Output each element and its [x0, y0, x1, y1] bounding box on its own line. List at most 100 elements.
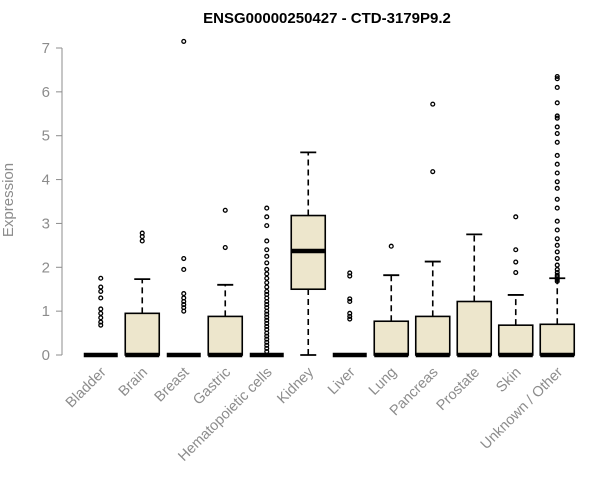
outlier-point — [98, 315, 104, 321]
outlier-point — [554, 139, 560, 145]
y-tick-label: 3 — [42, 215, 50, 232]
outlier-point — [139, 238, 145, 244]
outlier-point — [264, 266, 270, 273]
outlier-point — [430, 169, 436, 175]
outlier-point — [554, 73, 560, 80]
outlier-point — [554, 255, 560, 262]
outlier-point — [264, 308, 270, 314]
outlier-point — [347, 310, 353, 316]
outlier-point — [554, 262, 560, 268]
outlier-point — [554, 124, 560, 130]
outlier-point — [264, 345, 270, 351]
outlier-point — [264, 223, 270, 229]
outlier-point — [430, 101, 436, 107]
y-axis: 0 1 2 3 4 5 6 7 — [42, 40, 63, 364]
outlier-point — [554, 218, 560, 224]
y-tick-label: 7 — [42, 40, 50, 57]
outlier-point — [98, 319, 104, 325]
outlier-point — [554, 196, 560, 202]
outlier-point — [554, 170, 560, 176]
outlier-point — [181, 266, 187, 273]
outlier-point — [513, 247, 519, 253]
outlier-point — [264, 320, 270, 326]
outlier-point — [554, 205, 560, 211]
box-group — [249, 205, 284, 358]
outlier-point — [264, 260, 270, 266]
x-tick-label: Brain — [116, 365, 151, 400]
box-group — [207, 207, 244, 358]
outlier-point — [264, 238, 270, 244]
outlier-point — [554, 115, 560, 121]
box-body — [373, 320, 410, 356]
outlier-point — [264, 280, 270, 286]
outlier-point — [264, 311, 270, 317]
outlier-point — [554, 277, 560, 283]
outlier-point — [181, 308, 187, 314]
outlier-point — [264, 214, 270, 220]
outlier-point — [181, 291, 187, 297]
chart-title: ENSG00000250427 - CTD-3179P9.2 — [203, 10, 451, 27]
y-axis-label: Expression — [0, 163, 17, 237]
outlier-point — [264, 348, 270, 355]
outlier-point — [388, 243, 394, 249]
box-body — [207, 315, 244, 356]
outlier-point — [264, 339, 270, 345]
outlier-point — [98, 310, 104, 316]
box-group — [290, 151, 327, 356]
outlier-point — [554, 161, 560, 167]
outlier-point — [554, 266, 560, 273]
box-group — [373, 243, 410, 358]
outlier-point — [98, 275, 104, 281]
outlier-point — [554, 242, 560, 248]
y-tick-label: 6 — [42, 84, 50, 101]
outlier-point — [554, 130, 560, 137]
x-tick-label: Bladder — [63, 364, 110, 411]
x-tick-label: Lung — [366, 365, 400, 399]
y-tick-label: 5 — [42, 128, 50, 145]
y-tick-label: 0 — [42, 347, 50, 364]
outlier-point — [347, 316, 353, 322]
box-body — [456, 300, 493, 356]
outlier-point — [554, 185, 560, 191]
outlier-point — [181, 255, 187, 262]
box-body — [414, 315, 451, 356]
outlier-point — [264, 253, 270, 259]
outlier-point — [264, 314, 270, 320]
box-body — [539, 323, 576, 356]
box-group — [456, 233, 493, 358]
outlier-point — [513, 214, 519, 220]
outlier-point — [347, 313, 353, 319]
box-group — [166, 38, 201, 358]
x-tick-label: Skin — [493, 365, 524, 396]
y-tick-label: 2 — [42, 259, 50, 276]
outlier-point — [222, 207, 228, 213]
outlier-point — [98, 295, 104, 301]
outlier-point — [264, 342, 270, 348]
outlier-point — [264, 271, 270, 277]
outlier-point — [554, 179, 560, 185]
outlier-point — [264, 247, 270, 253]
outlier-point — [513, 259, 519, 265]
outlier-point — [554, 76, 560, 82]
box-body — [124, 312, 161, 356]
outlier-point — [264, 288, 270, 294]
outlier-point — [554, 100, 560, 106]
outlier-point — [98, 306, 104, 312]
outlier-point — [264, 298, 270, 305]
outlier-point — [264, 275, 270, 281]
box-group — [539, 73, 576, 358]
outlier-point — [98, 284, 104, 290]
outlier-point — [264, 284, 270, 290]
outlier-point — [554, 249, 560, 255]
outlier-point — [181, 302, 187, 308]
outlier-point — [347, 296, 353, 302]
outlier-point — [554, 113, 560, 119]
outlier-point — [181, 38, 187, 44]
x-tick-label: Prostate — [434, 365, 483, 414]
outlier-point — [554, 278, 560, 284]
box-group — [414, 101, 451, 358]
outlier-point — [554, 84, 560, 91]
outlier-point — [139, 230, 145, 236]
box-group — [497, 214, 534, 358]
